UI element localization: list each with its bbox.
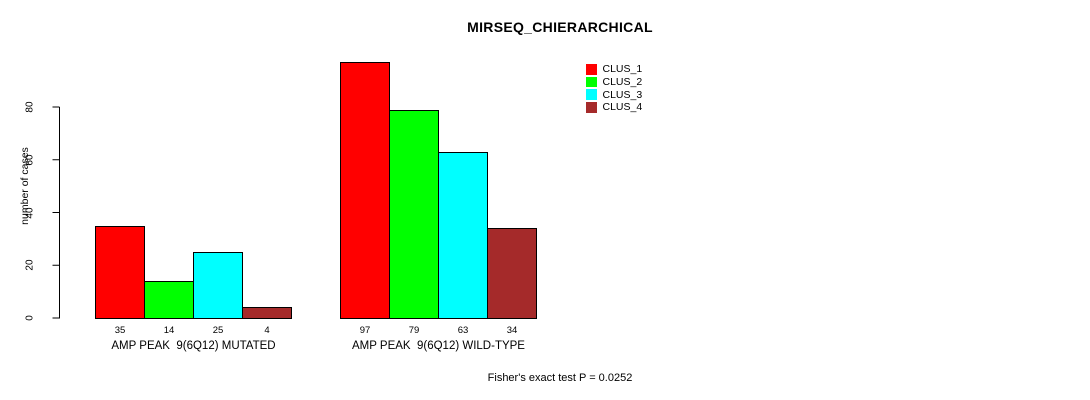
y-tick-label: 80 <box>24 101 36 113</box>
bar-value-label: 25 <box>212 325 224 336</box>
chart-title: MIRSEQ_CHIERARCHICAL <box>467 19 653 35</box>
bar-clus_4-group1 <box>242 307 292 319</box>
legend-item-clus_1: CLUS_1 <box>586 63 642 76</box>
legend: CLUS_1 CLUS_2 CLUS_3 CLUS_4 <box>586 63 642 114</box>
legend-label: CLUS_3 <box>602 88 643 101</box>
bar-value-label: 14 <box>163 325 175 336</box>
legend-swatch-icon <box>586 89 597 100</box>
legend-item-clus_2: CLUS_2 <box>586 76 642 89</box>
bar-value-label: 4 <box>264 325 270 336</box>
y-tick-label: 20 <box>24 259 36 271</box>
group-label-1: AMP PEAK 9(6Q12) MUTATED <box>111 340 276 352</box>
bar-clus_3-group1 <box>193 252 243 319</box>
bar-clus_3-group2 <box>438 152 488 319</box>
legend-label: CLUS_1 <box>602 63 643 76</box>
legend-item-clus_4: CLUS_4 <box>586 101 642 114</box>
legend-swatch-icon <box>586 64 597 75</box>
bar-clus_1-group2 <box>340 62 390 319</box>
bar-clus_4-group2 <box>487 228 537 319</box>
legend-label: CLUS_4 <box>602 101 643 114</box>
bar-value-label: 34 <box>506 325 518 336</box>
legend-swatch-icon <box>586 76 597 88</box>
group-label-2: AMP PEAK 9(6Q12) WILD-TYPE <box>352 340 525 352</box>
bar-clus_1-group1 <box>95 226 145 319</box>
bar-value-label: 35 <box>114 325 126 336</box>
legend-label: CLUS_2 <box>602 76 643 89</box>
y-tick-label: 60 <box>24 154 36 166</box>
y-tick-label: 40 <box>24 206 36 219</box>
footnote: Fisher's exact test P = 0.0252 <box>487 372 633 384</box>
bar-clus_2-group1 <box>144 281 194 319</box>
bar-value-label: 63 <box>457 325 469 336</box>
bar-value-label: 79 <box>408 325 420 336</box>
legend-item-clus_3: CLUS_3 <box>586 88 642 101</box>
bar-clus_2-group2 <box>389 110 439 319</box>
bar-value-label: 97 <box>359 325 371 336</box>
y-tick-label: 0 <box>24 315 36 321</box>
legend-swatch-icon <box>586 102 597 113</box>
